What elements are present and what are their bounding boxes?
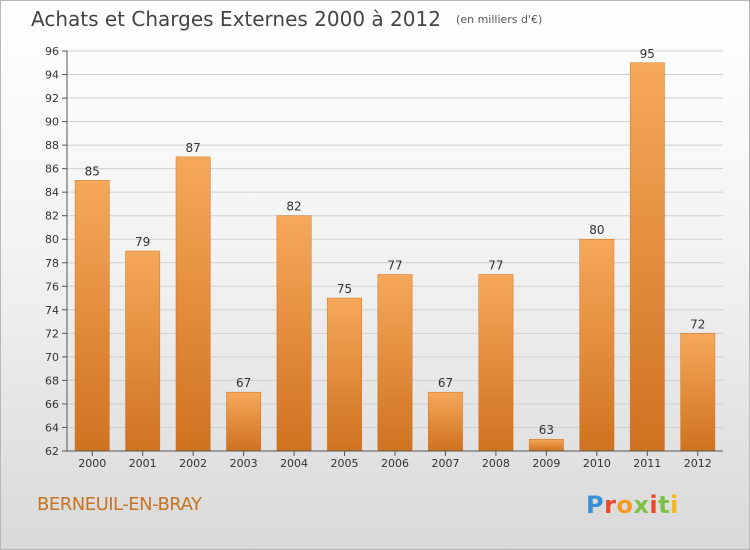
bar-value-label: 87 — [186, 141, 201, 155]
x-tick-label: 2012 — [684, 457, 712, 470]
y-tick-label: 74 — [45, 304, 59, 317]
bar — [680, 333, 716, 452]
x-tick-label: 2000 — [78, 457, 106, 470]
bar-value-label: 67 — [236, 376, 251, 390]
y-tick-label: 88 — [45, 139, 59, 152]
bar-value-label: 80 — [589, 223, 604, 237]
x-tick-label: 2006 — [381, 457, 409, 470]
y-tick-label: 96 — [45, 45, 59, 58]
bar — [175, 156, 211, 452]
logo-letter: i — [670, 491, 679, 519]
logo-letter: o — [616, 491, 634, 519]
chart-subtitle: (en milliers d'€) — [456, 13, 543, 26]
x-tick-label: 2001 — [129, 457, 157, 470]
bar — [478, 274, 514, 452]
x-tick-label: 2004 — [280, 457, 308, 470]
bar-value-label: 77 — [488, 259, 503, 273]
bar — [629, 62, 665, 452]
axes — [62, 50, 723, 456]
y-tick-label: 66 — [45, 398, 59, 411]
y-tick-label: 72 — [45, 327, 59, 340]
y-tick-label: 68 — [45, 374, 59, 387]
x-tick-label: 2003 — [230, 457, 258, 470]
bar — [377, 274, 413, 452]
bar — [579, 238, 615, 452]
y-tick-label: 64 — [45, 421, 59, 434]
bar — [226, 391, 262, 452]
bar-value-label: 79 — [135, 235, 150, 249]
y-tick-label: 76 — [45, 280, 59, 293]
y-tick-label: 62 — [45, 445, 59, 458]
logo-letter: t — [658, 491, 671, 519]
logo-letter: i — [649, 491, 659, 519]
bar — [125, 250, 161, 452]
proxiti-logo: Proxiti — [586, 491, 679, 519]
x-tick-label: 2005 — [331, 457, 359, 470]
commune-name: BERNEUIL-EN-BRAY — [37, 494, 202, 515]
y-tick-label: 82 — [45, 210, 59, 223]
x-tick-label: 2009 — [532, 457, 560, 470]
bar-value-label: 67 — [438, 376, 453, 390]
bar-value-label: 82 — [286, 200, 301, 214]
x-tick-label: 2002 — [179, 457, 207, 470]
logo-letter: P — [586, 491, 605, 519]
x-tick-label: 2010 — [583, 457, 611, 470]
chart-title: Achats et Charges Externes 2000 à 2012 — [31, 7, 441, 31]
bar — [74, 180, 110, 452]
y-tick-label: 78 — [45, 257, 59, 270]
logo-letter: r — [604, 491, 617, 519]
bar — [276, 215, 312, 452]
bar-value-label: 95 — [640, 47, 655, 61]
bar — [327, 297, 362, 452]
bar-value-label: 77 — [387, 259, 402, 273]
logo-letter: x — [633, 491, 650, 519]
x-tick-label: 2007 — [431, 457, 459, 470]
y-tick-label: 70 — [45, 351, 59, 364]
y-tick-label: 86 — [45, 163, 59, 176]
bar-value-label: 85 — [85, 164, 100, 178]
bars — [74, 62, 716, 452]
y-tick-label: 92 — [45, 92, 59, 105]
y-tick-label: 80 — [45, 233, 59, 246]
bar-value-label: 75 — [337, 282, 352, 296]
bar — [528, 438, 564, 452]
bar — [428, 391, 463, 452]
labels: 62 64 66 68 70 72 74 76 78 80 82 84 86 88 90 92 94 96 85 20… — [45, 45, 712, 470]
bar-value-label: 63 — [539, 423, 554, 437]
x-tick-label: 2008 — [482, 457, 510, 470]
y-tick-label: 90 — [45, 116, 59, 129]
x-tick-label: 2011 — [633, 457, 661, 470]
y-tick-label: 94 — [45, 69, 59, 82]
y-tick-label: 84 — [45, 186, 59, 199]
chart-header: Achats et Charges Externes 2000 à 2012 (… — [31, 7, 542, 31]
bar-value-label: 72 — [690, 317, 705, 331]
